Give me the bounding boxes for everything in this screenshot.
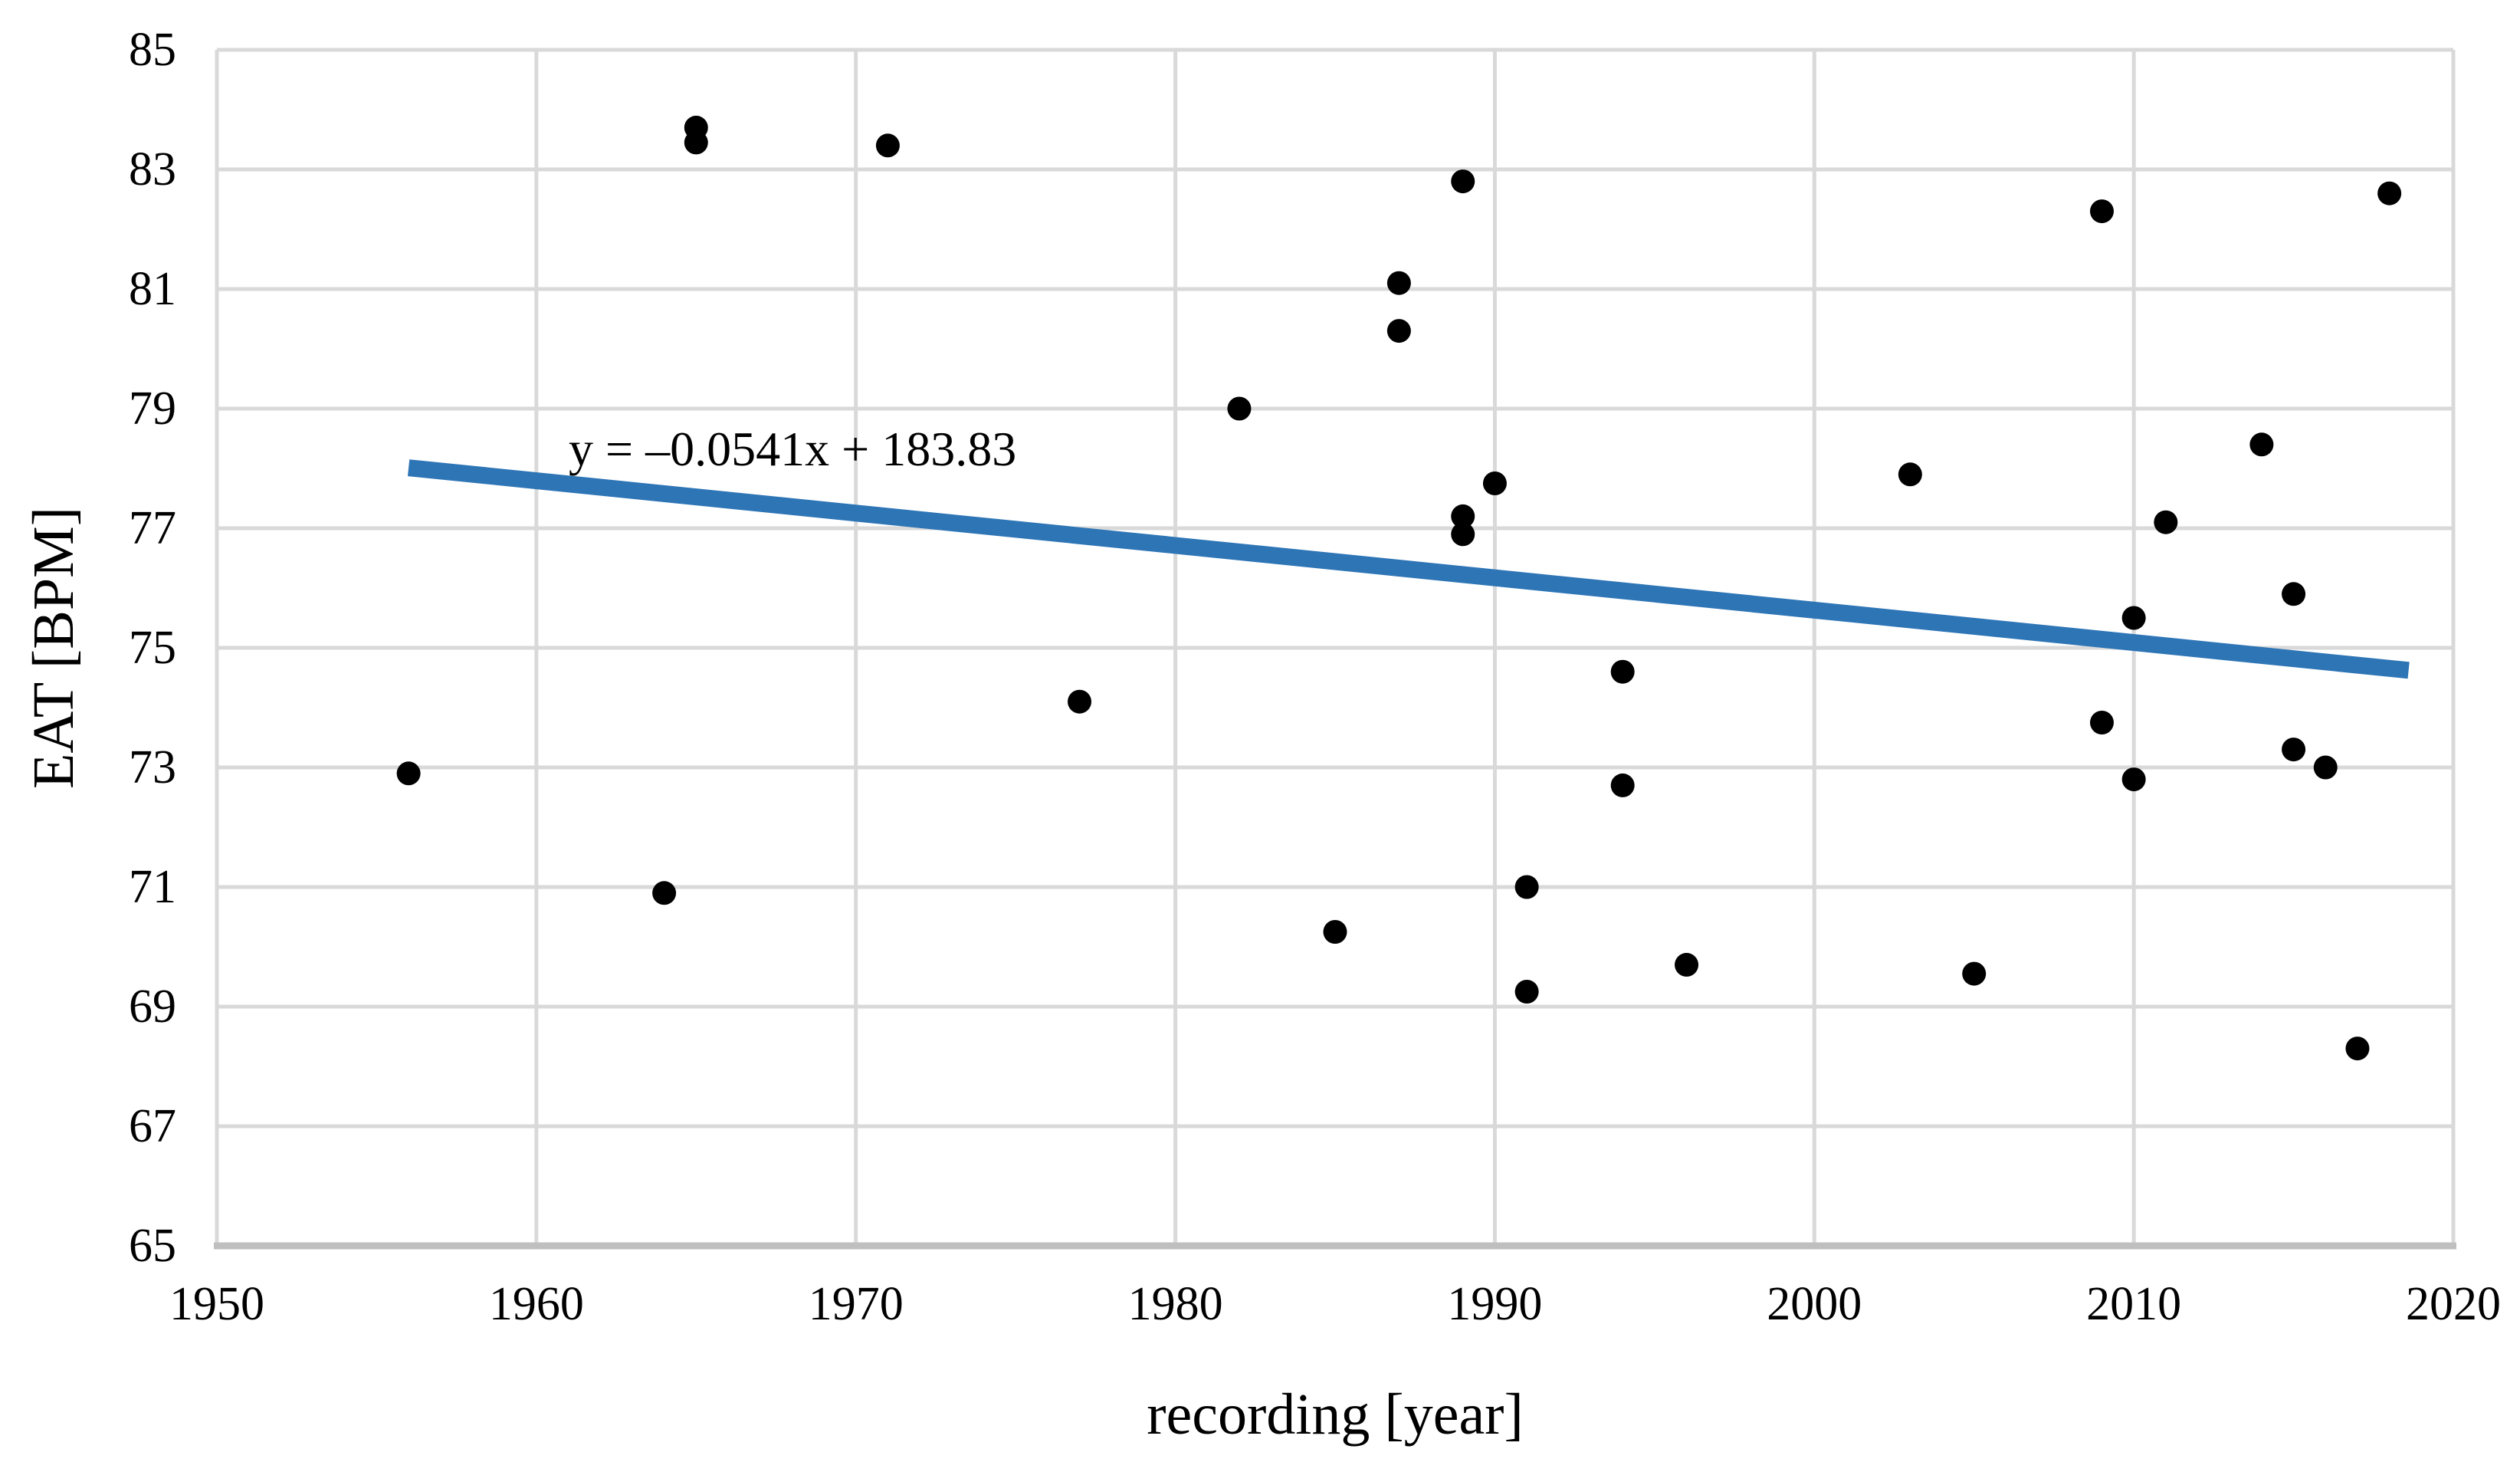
y-axis-title: EAT [BPM] xyxy=(21,507,86,789)
data-point xyxy=(1386,271,1411,295)
y-tick-label: 67 xyxy=(129,1100,176,1152)
x-tick-label: 1960 xyxy=(489,1278,584,1330)
data-point xyxy=(1610,773,1635,797)
y-tick-label: 65 xyxy=(129,1220,176,1272)
data-point xyxy=(2089,199,2114,224)
data-point xyxy=(2377,181,2402,205)
y-tick-label: 79 xyxy=(129,383,176,435)
data-point xyxy=(1451,504,1475,528)
x-tick-label: 2000 xyxy=(1767,1278,1862,1330)
data-point xyxy=(1451,169,1475,194)
data-point xyxy=(2089,711,2114,734)
trendline-equation-label: y = –0.0541x + 183.83 xyxy=(569,422,1016,476)
x-tick-label: 2020 xyxy=(2406,1278,2501,1330)
data-point xyxy=(2249,432,2274,457)
data-point xyxy=(1898,462,1922,487)
data-point xyxy=(1482,472,1507,495)
y-tick-label: 69 xyxy=(129,981,176,1033)
x-tick-label: 1970 xyxy=(809,1278,904,1330)
data-point xyxy=(1514,875,1539,899)
data-point xyxy=(1451,522,1475,547)
x-tick-label: 1990 xyxy=(1447,1278,1542,1330)
data-point xyxy=(396,761,421,786)
data-point xyxy=(1068,689,1092,714)
x-tick-label: 2010 xyxy=(2086,1278,2181,1330)
y-tick-label: 73 xyxy=(129,741,176,794)
data-point xyxy=(1610,659,1635,684)
x-tick-label: 1950 xyxy=(169,1278,264,1330)
y-tick-labels: 65 67 69 71 73 75 77 79 81 83 85 xyxy=(129,24,176,1272)
data-point xyxy=(652,881,677,905)
data-point xyxy=(2154,510,2178,534)
x-tick-label: 1980 xyxy=(1128,1278,1223,1330)
trendline xyxy=(408,459,2410,679)
y-tick-label: 85 xyxy=(129,24,176,76)
data-point xyxy=(1962,961,1987,986)
data-points xyxy=(396,115,2402,1061)
data-point xyxy=(2121,767,2146,792)
y-tick-label: 77 xyxy=(129,502,176,554)
y-tick-label: 81 xyxy=(129,263,176,315)
data-point xyxy=(1323,920,1347,944)
data-point xyxy=(2345,1037,2370,1061)
data-point xyxy=(2282,738,2306,762)
data-point xyxy=(1514,980,1539,1004)
data-point xyxy=(2121,606,2146,630)
x-axis-title: recording [year] xyxy=(1147,1382,1524,1447)
data-point xyxy=(2282,582,2306,606)
data-point xyxy=(1675,952,1699,977)
x-tick-labels: 1950 1960 1970 1980 1990 2000 2010 2020 xyxy=(169,1278,2501,1330)
data-point xyxy=(1227,396,1252,421)
data-point xyxy=(684,130,708,155)
gridlines xyxy=(215,48,2456,1246)
y-tick-label: 83 xyxy=(129,143,176,196)
y-tick-label: 71 xyxy=(129,861,176,913)
data-point xyxy=(2313,755,2338,780)
data-point xyxy=(1386,319,1411,343)
data-point xyxy=(875,133,900,158)
y-tick-label: 75 xyxy=(129,622,176,674)
